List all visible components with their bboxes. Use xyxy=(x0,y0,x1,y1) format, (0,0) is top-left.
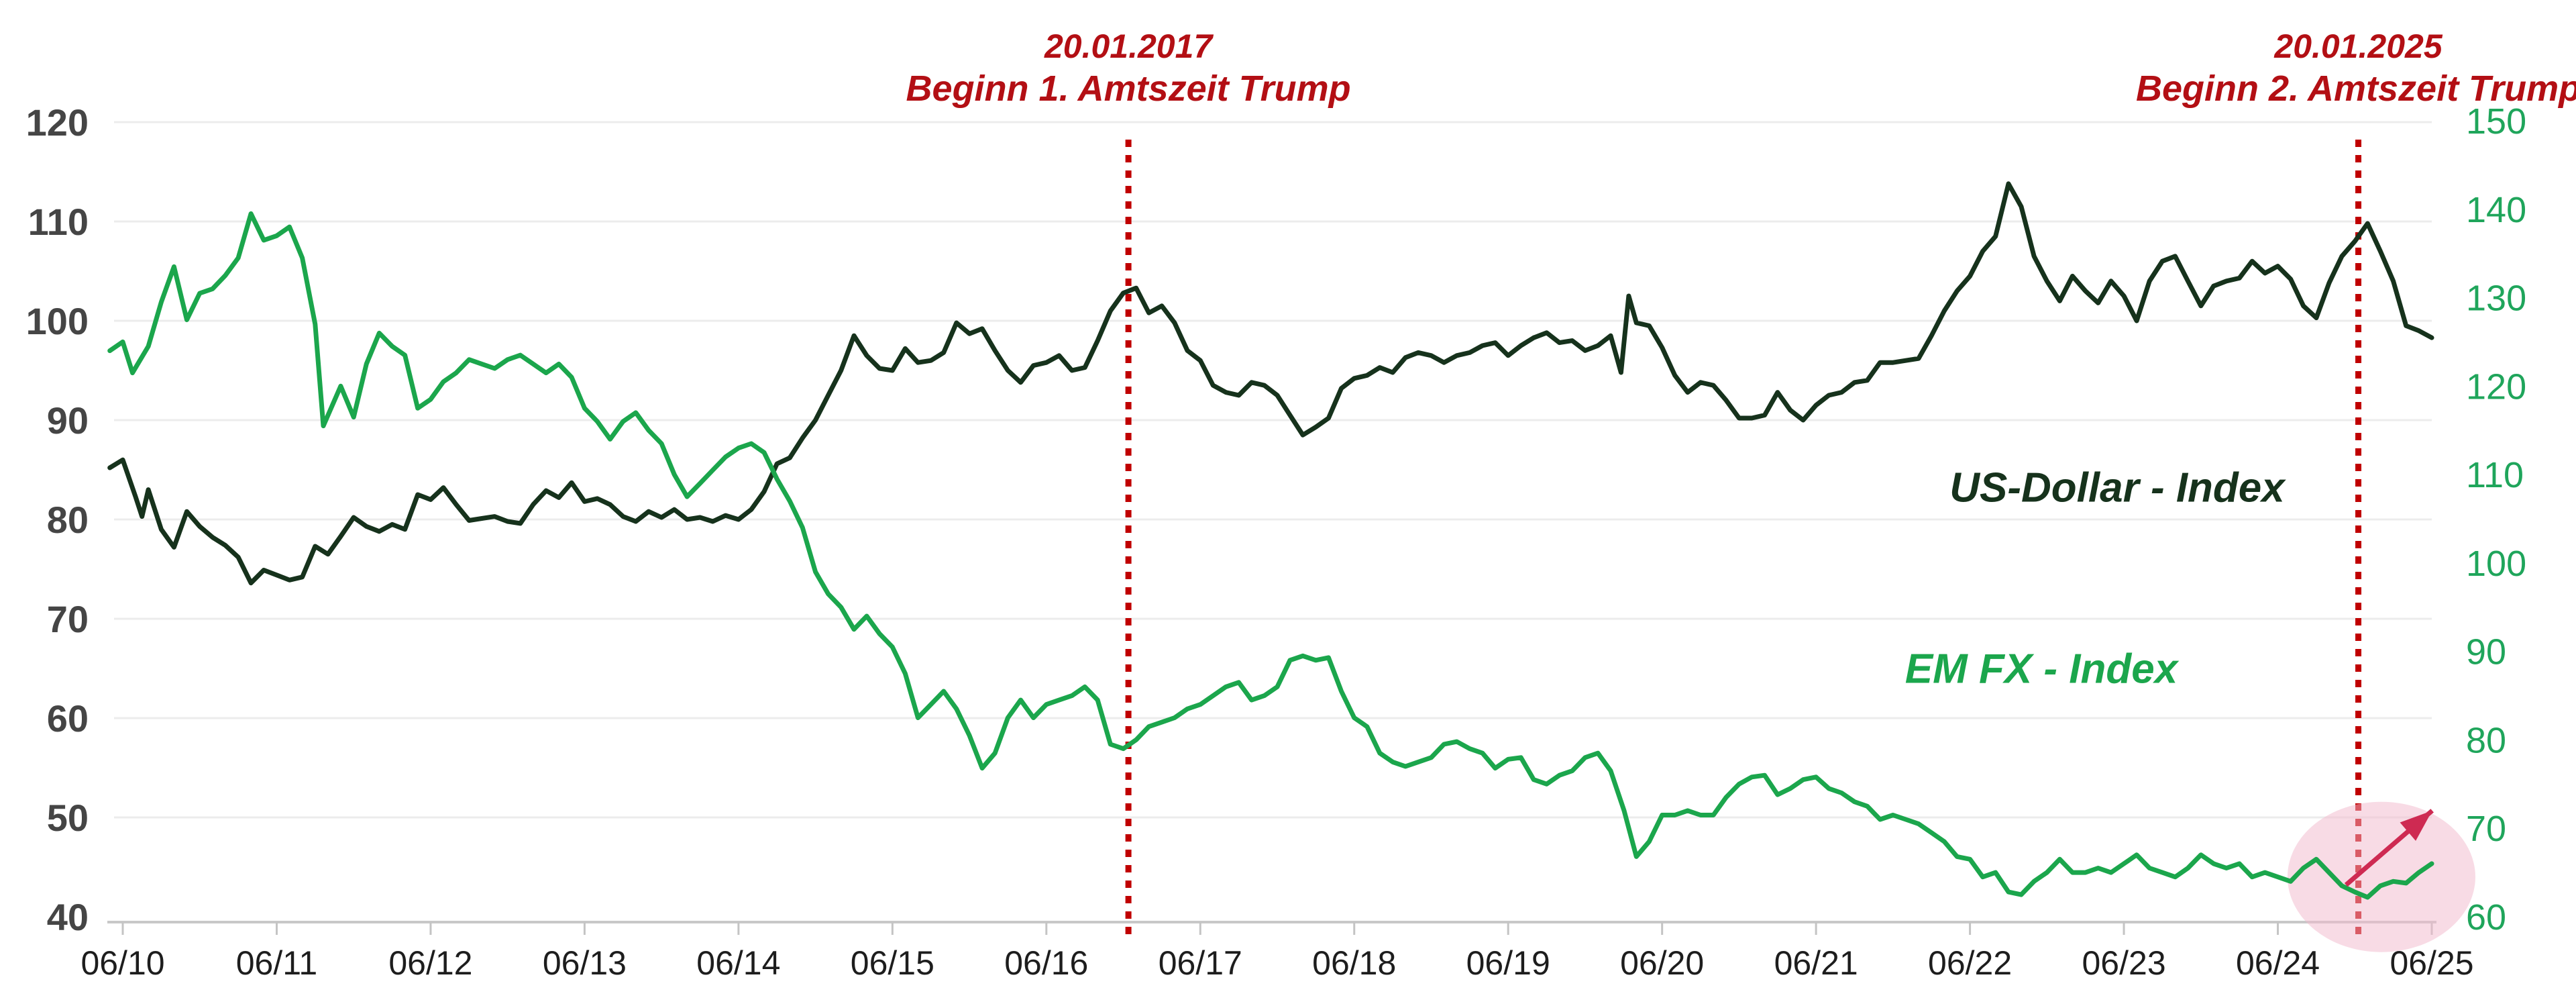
annotation-trump-term-1: 20.01.2017 Beginn 1. Amtszeit Trump xyxy=(906,26,1351,110)
y-right-tick-label: 150 xyxy=(2466,101,2526,142)
y-left-tick-label: 70 xyxy=(47,598,89,640)
y-right-tick-label: 90 xyxy=(2466,632,2506,672)
x-tick-label: 06/17 xyxy=(1159,944,1242,982)
highlight-ellipse xyxy=(2287,801,2475,952)
y-left-tick-label: 80 xyxy=(47,499,89,541)
y-left-tick-label: 50 xyxy=(47,797,89,839)
series-label-us-dollar-index: US-Dollar - Index xyxy=(1949,464,2285,511)
y-right-tick-label: 120 xyxy=(2466,366,2526,407)
y-right-tick-label: 110 xyxy=(2466,455,2524,495)
y-right-tick-label: 60 xyxy=(2466,897,2506,938)
x-tick-label: 06/21 xyxy=(1774,944,1858,982)
y-left-tick-label: 90 xyxy=(47,399,89,442)
x-tick-label: 06/15 xyxy=(851,944,934,982)
annotation-date-2: 20.01.2025 xyxy=(2274,28,2443,65)
y-right-tick-label: 130 xyxy=(2466,279,2526,319)
x-tick-label: 06/12 xyxy=(388,944,472,982)
x-tick-label: 06/20 xyxy=(1620,944,1704,982)
x-tick-label: 06/16 xyxy=(1004,944,1088,982)
x-tick-label: 06/22 xyxy=(1928,944,2012,982)
y-left-tick-label: 40 xyxy=(47,896,89,938)
x-tick-label: 06/14 xyxy=(696,944,780,982)
y-right-tick-label: 80 xyxy=(2466,720,2506,760)
x-tick-label: 06/24 xyxy=(2236,944,2320,982)
y-right-tick-label: 70 xyxy=(2466,809,2506,849)
annotation-date-1: 20.01.2017 xyxy=(1044,28,1213,65)
y-left-tick-label: 110 xyxy=(28,201,89,243)
annotation-label-1: Beginn 1. Amtszeit Trump xyxy=(906,68,1351,109)
x-tick-label: 06/19 xyxy=(1466,944,1550,982)
y-left-tick-label: 120 xyxy=(26,101,89,144)
y-right-tick-label: 100 xyxy=(2466,544,2526,584)
upturn-arrow-head xyxy=(2400,810,2432,841)
x-tick-label: 06/23 xyxy=(2082,944,2166,982)
y-left-tick-label: 60 xyxy=(47,697,89,740)
y-left-tick-label: 100 xyxy=(26,300,89,342)
series-line-right xyxy=(107,211,2434,900)
x-tick-label: 06/10 xyxy=(80,944,164,982)
x-tick-label: 06/25 xyxy=(2390,944,2473,982)
x-tick-label: 06/18 xyxy=(1312,944,1396,982)
series-line-left xyxy=(107,181,2434,586)
series-label-em-fx-index: EM FX - Index xyxy=(1904,646,2178,693)
annotation-trump-term-2: 20.01.2025 Beginn 2. Amtszeit Trump xyxy=(2136,26,2576,110)
x-tick-label: 06/11 xyxy=(236,944,317,982)
y-right-tick-label: 140 xyxy=(2466,190,2526,230)
x-tick-label: 06/13 xyxy=(543,944,627,982)
annotation-label-2: Beginn 2. Amtszeit Trump xyxy=(2135,68,2576,109)
